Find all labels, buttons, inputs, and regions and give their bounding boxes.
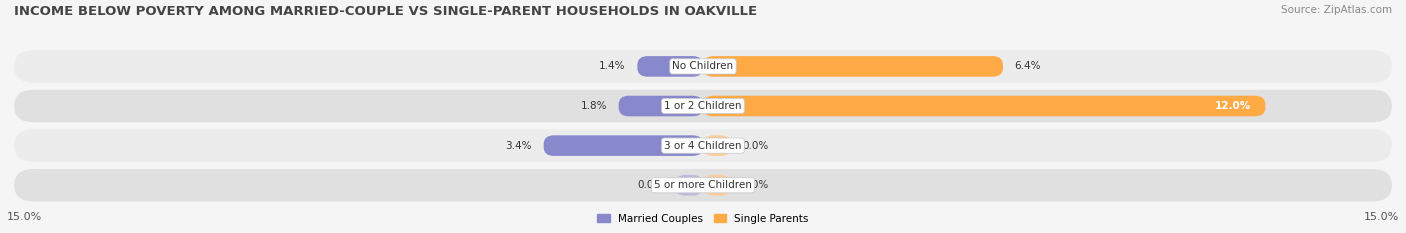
Text: No Children: No Children: [672, 62, 734, 71]
FancyBboxPatch shape: [703, 135, 731, 156]
Text: 6.4%: 6.4%: [1015, 62, 1042, 71]
Text: 0.0%: 0.0%: [637, 180, 664, 190]
FancyBboxPatch shape: [637, 56, 703, 77]
FancyBboxPatch shape: [703, 56, 1002, 77]
Text: 3 or 4 Children: 3 or 4 Children: [664, 141, 742, 151]
Legend: Married Couples, Single Parents: Married Couples, Single Parents: [593, 209, 813, 228]
FancyBboxPatch shape: [619, 96, 703, 116]
Text: 1.8%: 1.8%: [581, 101, 607, 111]
Text: 5 or more Children: 5 or more Children: [654, 180, 752, 190]
Text: 3.4%: 3.4%: [505, 141, 531, 151]
Text: 15.0%: 15.0%: [7, 212, 42, 222]
FancyBboxPatch shape: [14, 129, 1392, 162]
FancyBboxPatch shape: [14, 50, 1392, 83]
Text: 15.0%: 15.0%: [1364, 212, 1399, 222]
Text: INCOME BELOW POVERTY AMONG MARRIED-COUPLE VS SINGLE-PARENT HOUSEHOLDS IN OAKVILL: INCOME BELOW POVERTY AMONG MARRIED-COUPL…: [14, 5, 758, 18]
FancyBboxPatch shape: [544, 135, 703, 156]
FancyBboxPatch shape: [14, 90, 1392, 122]
Text: 12.0%: 12.0%: [1215, 101, 1251, 111]
Text: 1.4%: 1.4%: [599, 62, 626, 71]
Text: 0.0%: 0.0%: [742, 141, 769, 151]
FancyBboxPatch shape: [703, 96, 1265, 116]
Text: 0.0%: 0.0%: [742, 180, 769, 190]
Text: Source: ZipAtlas.com: Source: ZipAtlas.com: [1281, 5, 1392, 15]
Text: 1 or 2 Children: 1 or 2 Children: [664, 101, 742, 111]
FancyBboxPatch shape: [675, 175, 703, 195]
FancyBboxPatch shape: [14, 169, 1392, 202]
FancyBboxPatch shape: [703, 175, 731, 195]
